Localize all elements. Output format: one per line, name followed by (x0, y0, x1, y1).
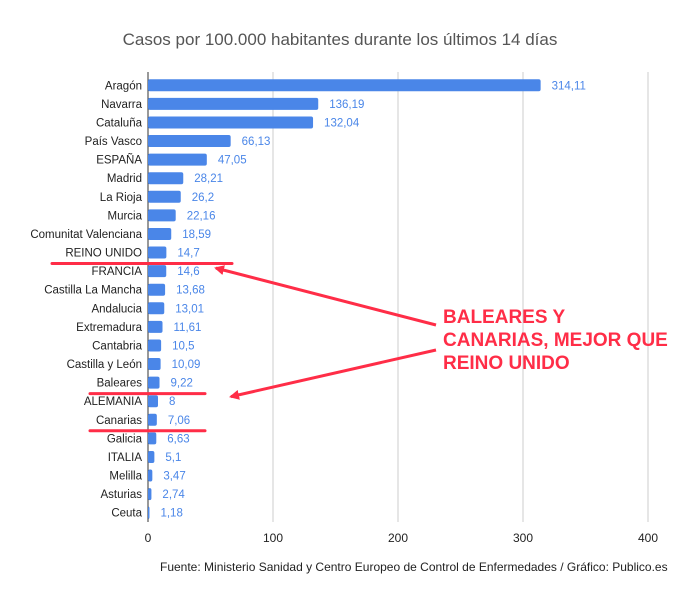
value-label: 22,16 (187, 210, 216, 222)
category-label: REINO UNIDO (65, 248, 142, 260)
category-label: ALEMANIA (84, 396, 142, 408)
value-label: 6,63 (167, 433, 189, 445)
x-tick-label: 200 (388, 531, 408, 545)
value-label: 13,68 (176, 285, 205, 297)
source-note: Fuente: Ministerio Sanidad y Centro Euro… (160, 560, 668, 574)
bar-alemania (148, 395, 158, 408)
value-labels: 314,11 136,19 132,04 66,13 47,05 28,21 26,2 22,… (160, 80, 585, 519)
bar-italia (148, 450, 155, 463)
category-label: Ceuta (111, 508, 142, 520)
bar-reino-unido (148, 246, 167, 259)
value-label: 5,1 (165, 452, 181, 464)
x-tick-label: 100 (263, 531, 283, 545)
value-label: 132,04 (324, 117, 360, 129)
bar-castilla-y-leon (148, 358, 161, 371)
value-label: 136,19 (329, 99, 364, 111)
x-tick-label: 0 (145, 531, 152, 545)
category-label: La Rioja (100, 192, 143, 204)
category-label: Castilla La Mancha (44, 285, 142, 297)
category-label: Comunitat Valenciana (30, 229, 142, 241)
value-label: 66,13 (242, 136, 271, 148)
annotation-marks (50, 262, 437, 433)
category-label: Navarra (101, 99, 143, 111)
value-label: 314,11 (552, 80, 586, 92)
category-label: Castilla y León (67, 359, 142, 371)
category-label: Cataluña (96, 117, 143, 129)
value-label: 14,7 (177, 248, 199, 260)
category-label: País Vasco (85, 136, 142, 148)
value-label: 11,61 (174, 322, 202, 334)
annotation-text: BALEARES Y CANARIAS, MEJOR QUE REINO UNI… (443, 307, 668, 374)
category-label: Cantabria (92, 340, 142, 352)
category-label: Andalucia (91, 303, 142, 315)
value-label: 10,5 (172, 340, 194, 352)
value-label: 28,21 (194, 173, 223, 185)
category-label: Madrid (107, 173, 142, 185)
x-tick-labels: 0 100 200 300 400 (145, 531, 659, 545)
arrow-to-baleares (229, 348, 437, 400)
category-label: Murcia (107, 210, 142, 222)
value-label: 10,09 (172, 359, 201, 371)
bar-aragon (148, 79, 541, 92)
bar-canarias (148, 413, 157, 426)
value-label: 3,47 (163, 471, 185, 483)
bar-andalucia (148, 302, 165, 315)
bar-comunitat-valenciana (148, 227, 172, 240)
x-tick-label: 400 (638, 531, 658, 545)
value-label: 7,06 (168, 415, 190, 427)
value-label: 26,2 (192, 192, 214, 204)
bar-murcia (148, 209, 176, 222)
category-label: Asturias (100, 489, 142, 501)
bar-espana (148, 153, 207, 166)
bar-ceuta (148, 506, 150, 519)
bar-cantabria (148, 339, 162, 352)
bar-cataluna (148, 116, 314, 129)
category-label: Baleares (97, 378, 143, 390)
bar-francia (148, 265, 167, 278)
bar-melilla (148, 469, 153, 482)
gridlines (147, 72, 649, 522)
category-label: ITALIA (108, 452, 143, 464)
bars (148, 79, 541, 519)
bar-asturias (148, 488, 152, 501)
value-label: 14,6 (177, 266, 199, 278)
bar-castilla-la-mancha (148, 283, 166, 296)
value-label: 9,22 (171, 378, 193, 390)
bar-madrid (148, 172, 184, 185)
bar-pais-vasco (148, 135, 231, 148)
value-label: 13,01 (175, 303, 204, 315)
arrow-to-reino-unido (214, 265, 437, 327)
value-label: 47,05 (218, 155, 247, 167)
category-label: FRANCIA (92, 266, 143, 278)
bar-baleares (148, 376, 160, 389)
category-label: Galicia (107, 433, 143, 445)
value-label: 1,18 (160, 508, 182, 520)
category-label: Canarias (96, 415, 142, 427)
category-label: Melilla (109, 471, 142, 483)
value-label: 8 (169, 396, 175, 408)
bar-extremadura (148, 320, 163, 333)
value-label: 2,74 (162, 489, 185, 501)
bar-galicia (148, 432, 157, 445)
chart-title: Casos por 100.000 habitantes durante los… (122, 30, 558, 49)
bar-navarra (148, 97, 319, 110)
x-tick-label: 300 (513, 531, 533, 545)
category-label: ESPAÑA (96, 154, 142, 167)
category-label: Aragón (105, 80, 142, 92)
value-label: 18,59 (182, 229, 211, 241)
category-label: Extremadura (76, 322, 142, 334)
bar-la-rioja (148, 190, 181, 203)
category-labels: Aragón Navarra Cataluña País Vasco ESPAÑA Mad… (30, 80, 142, 519)
